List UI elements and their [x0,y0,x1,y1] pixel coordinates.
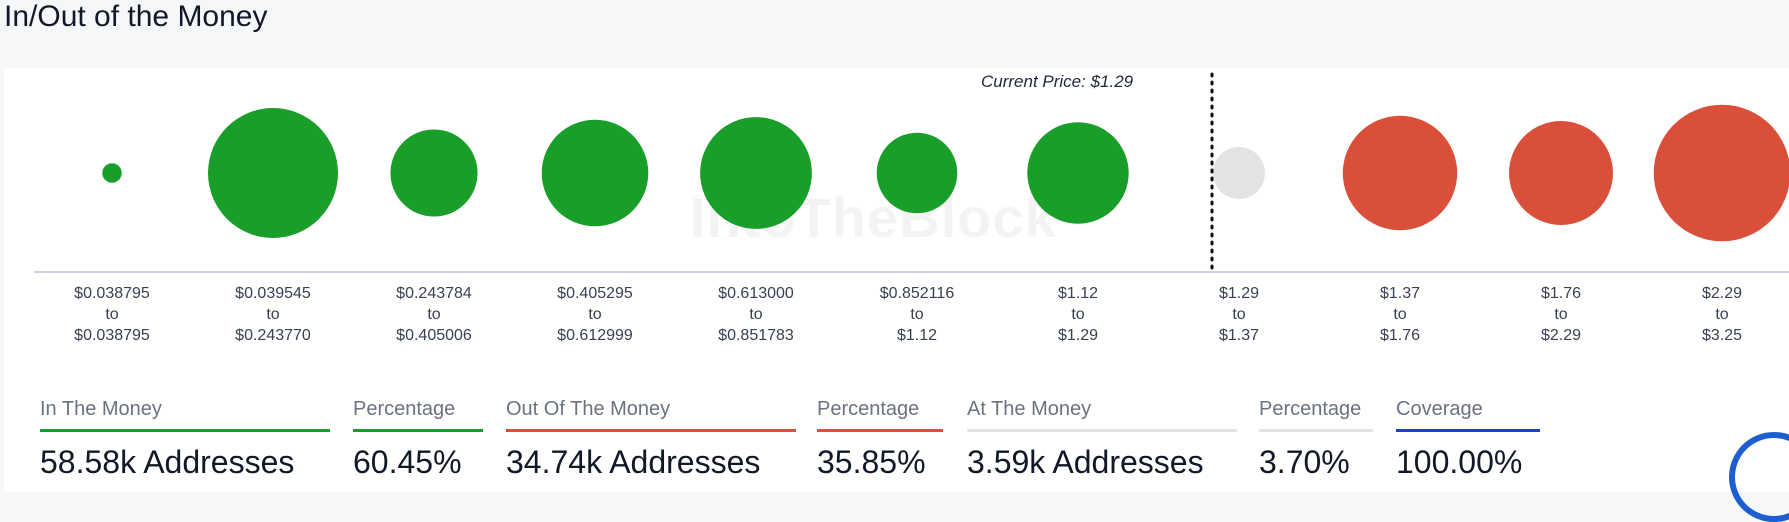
bubble-in-1[interactable] [208,108,338,238]
range-label-from: $2.29 [1701,285,1743,302]
range-label: $0.038795 to $0.038795 [42,283,182,346]
stat-label: Out Of The Money [506,398,671,420]
range-label-mid: to [1554,306,1568,323]
range-label: $0.613000 to $0.851783 [686,283,826,346]
stat-underline [506,429,796,432]
stat-percentage: Percentage 3.70% [1259,396,1373,480]
range-label-mid: to [1232,306,1246,323]
range-label-from: $1.76 [1540,285,1582,302]
range-label-to: $3.25 [1701,327,1743,344]
stat-label: Percentage [1259,398,1362,420]
range-label-from: $0.038795 [74,285,150,302]
stat-underline [1396,429,1540,432]
bubble-in-5[interactable] [876,132,958,214]
range-label: $1.76 to $2.29 [1491,283,1631,346]
stat-out-of-the-money: Out Of The Money 34.74k Addresses [506,396,796,480]
bubble-in-4[interactable] [700,117,812,229]
range-label: $0.243784 to $0.405006 [364,283,504,346]
range-label-from: $1.29 [1218,285,1260,302]
range-label-from: $0.039545 [235,285,311,302]
range-label-from: $1.37 [1379,285,1421,302]
stat-underline [40,429,330,432]
stat-label: Percentage [817,398,920,420]
bubble-out-10[interactable] [1653,104,1789,242]
range-label-to: $1.76 [1379,327,1421,344]
range-label-from: $0.243784 [396,285,472,302]
range-label-mid: to [266,306,280,323]
stat-in-the-money: In The Money 58.58k Addresses [40,396,330,480]
range-label-mid: to [588,306,602,323]
bubble-in-3[interactable] [541,119,649,227]
stat-underline [967,429,1237,432]
range-label-to: $0.243770 [235,327,311,344]
range-label-mid: to [749,306,763,323]
range-label-to: $1.37 [1218,327,1260,344]
range-label-from: $0.405295 [557,285,633,302]
stat-coverage: Coverage 100.00% [1396,396,1540,480]
stat-label: Coverage [1396,398,1483,420]
stat-label: Percentage [353,398,456,420]
range-label: $2.29 to $3.25 [1652,283,1789,346]
stat-at-the-money: At The Money 3.59k Addresses [967,396,1237,480]
current-price-label: Current Price: $1.29 [981,72,1134,91]
bubble-chart [34,72,1789,274]
bubble-in-2[interactable] [390,129,478,217]
range-label-to: $0.612999 [557,327,633,344]
range-label: $1.37 to $1.76 [1330,283,1470,346]
stat-underline [817,429,943,432]
stat-value: 3.70% [1259,444,1350,480]
range-label-to: $0.405006 [396,327,472,344]
stat-value: 100.00% [1396,444,1523,480]
range-label-mid: to [427,306,441,323]
range-label-mid: to [105,306,119,323]
range-label: $0.039545 to $0.243770 [203,283,343,346]
range-label-to: $2.29 [1540,327,1582,344]
stat-value: 34.74k Addresses [506,444,761,480]
stat-value: 58.58k Addresses [40,444,295,480]
stat-label: At The Money [967,398,1092,420]
stat-percentage: Percentage 35.85% [817,396,943,480]
range-label-to: $1.29 [1057,327,1099,344]
bubble-in-0[interactable] [102,163,122,183]
range-label: $0.405295 to $0.612999 [525,283,665,346]
range-label-to: $1.12 [896,327,938,344]
page-title: In/Out of the Money [4,0,268,33]
bubble-out-9[interactable] [1509,121,1613,225]
stat-percentage: Percentage 60.45% [353,396,483,480]
range-label-from: $0.613000 [718,285,794,302]
range-label-from: $0.852116 [879,285,955,302]
stat-value: 3.59k Addresses [967,444,1204,480]
stat-underline [1259,429,1373,432]
stat-value: 35.85% [817,444,926,480]
range-label: $0.852116 to $1.12 [847,283,987,346]
range-label-to: $0.851783 [718,327,794,344]
range-label: $1.29 to $1.37 [1169,283,1309,346]
bubble-at-7[interactable] [1213,147,1265,199]
range-label-mid: to [1071,306,1085,323]
bubble-out-8[interactable] [1342,115,1458,231]
bubble-layer [102,104,1789,242]
range-label-to: $0.038795 [74,327,150,344]
stat-label: In The Money [40,398,162,420]
range-label-mid: to [910,306,924,323]
bubble-in-6[interactable] [1027,122,1129,224]
stat-value: 60.45% [353,444,462,480]
range-label-mid: to [1393,306,1407,323]
range-label-mid: to [1715,306,1729,323]
range-label: $1.12 to $1.29 [1008,283,1148,346]
range-label-from: $1.12 [1057,285,1099,302]
stat-underline [353,429,483,432]
